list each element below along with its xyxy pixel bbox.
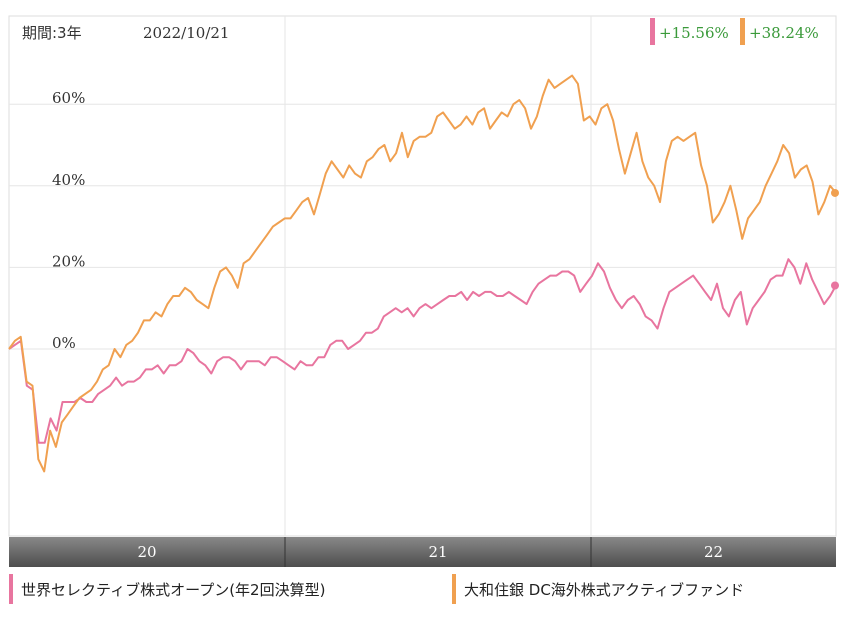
y-tick-label-1: 40%	[52, 171, 85, 189]
legend-swatch-1	[9, 574, 13, 604]
legend-item-2: 大和住銀 DC海外株式アクティブファンド	[452, 574, 744, 604]
return-marker-2	[740, 18, 745, 45]
x-tick-label-1: 21	[428, 543, 447, 561]
return-value-1: +15.56%	[659, 24, 729, 42]
series-layer	[8, 74, 839, 473]
x-axis: 20 21 22	[9, 537, 836, 567]
series-line-1	[8, 258, 837, 444]
series-end-point-1	[831, 281, 839, 290]
x-tick-label-2: 22	[704, 543, 723, 561]
x-tick-label-0: 20	[137, 543, 156, 561]
y-tick-label-3: 0%	[52, 334, 76, 352]
period-label: 期間:3年	[22, 24, 82, 42]
legend-item-1: 世界セレクティブ株式オープン(年2回決算型)	[9, 574, 325, 604]
series-line-2	[8, 74, 837, 473]
y-tick-label-0: 60%	[52, 89, 85, 107]
legend-label-2: 大和住銀 DC海外株式アクティブファンド	[464, 580, 745, 599]
date-label: 2022/10/21	[143, 24, 229, 42]
legend-label-1: 世界セレクティブ株式オープン(年2回決算型)	[21, 580, 326, 599]
return-value-2: +38.24%	[749, 24, 819, 42]
y-axis: 60% 40% 20% 0%	[52, 89, 85, 352]
return-marker-1	[650, 18, 655, 45]
legend-swatch-2	[452, 574, 456, 604]
series-end-point-2	[831, 188, 839, 197]
x-axis-band	[9, 537, 836, 567]
plot-area	[8, 15, 837, 537]
chart-header: 期間:3年 2022/10/21 +15.56% +38.24%	[22, 18, 819, 45]
y-tick-label-2: 20%	[52, 252, 85, 270]
